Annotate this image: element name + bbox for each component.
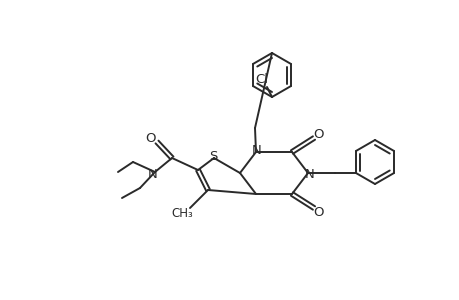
- Text: N: N: [252, 145, 261, 158]
- Text: S: S: [208, 149, 217, 163]
- Text: CH₃: CH₃: [171, 208, 192, 220]
- Text: O: O: [146, 131, 156, 145]
- Text: O: O: [313, 128, 324, 140]
- Text: N: N: [148, 167, 157, 181]
- Text: O: O: [313, 206, 324, 218]
- Text: N: N: [304, 167, 314, 181]
- Text: Cl: Cl: [255, 73, 268, 85]
